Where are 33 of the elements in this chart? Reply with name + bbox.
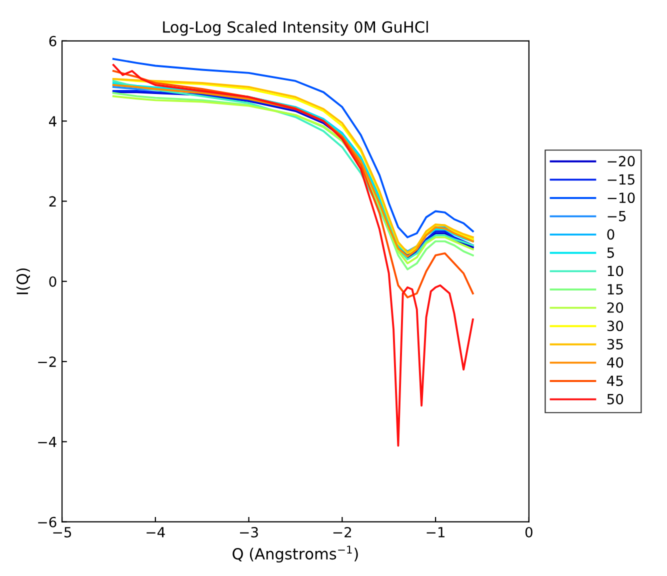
legend-label: 40	[607, 357, 624, 368]
legend-label: 5	[607, 248, 614, 258]
line-series	[112, 70, 474, 298]
legend-label: 20	[607, 302, 624, 313]
legend-label: 45	[607, 376, 623, 386]
y-tick-label: 0	[49, 276, 56, 287]
legend-label: 30	[607, 320, 624, 332]
y-axis-title: I(Q)	[16, 268, 30, 294]
legend-label: 15	[608, 284, 623, 295]
legend-label: 10	[608, 266, 624, 276]
y-tick-label: −6	[38, 516, 56, 528]
x-tick-label: −1	[426, 527, 445, 538]
line-series	[112, 64, 474, 447]
chart-title: Log-Log Scaled Intensity 0M GuHCl	[163, 20, 428, 36]
x-tick-label: 0	[525, 526, 532, 538]
legend-label: −15	[608, 174, 634, 185]
x-tick-label: −3	[240, 526, 258, 538]
x-tick-label: −2	[333, 526, 352, 538]
x-tick-label: −5	[53, 527, 72, 538]
y-tick-label: 4	[49, 116, 56, 126]
y-tick-label: 6	[49, 36, 56, 46]
x-axis-title: Q (Angstroms$^{−1}$)	[232, 546, 358, 563]
legend-label: 50	[607, 394, 624, 404]
x-tick-label: −4	[146, 527, 165, 538]
legend-label: 35	[607, 338, 623, 350]
legend-label: −10	[608, 192, 635, 204]
y-tick-label: −4	[38, 436, 56, 447]
line-series	[112, 58, 474, 238]
legend-label: −20	[608, 156, 635, 166]
y-tick-label: 2	[49, 196, 56, 206]
legend-label: −5	[608, 211, 626, 222]
y-tick-label: −2	[38, 356, 56, 367]
legend-label: 0	[607, 229, 614, 240]
